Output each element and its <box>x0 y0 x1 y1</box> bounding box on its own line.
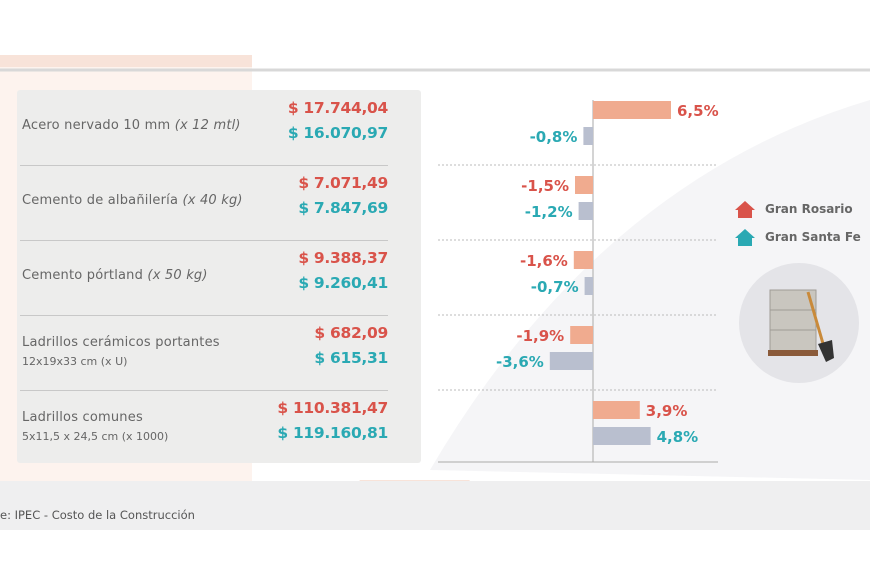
item-name: Ladrillos comunes <box>22 410 143 425</box>
bar-santafe <box>578 202 593 220</box>
house-icon <box>735 229 755 246</box>
rosario-price: $ 9.388,37 <box>298 249 388 267</box>
bar-label: -0,7% <box>531 278 579 296</box>
items-panel <box>17 90 421 463</box>
bar-label: -3,6% <box>496 353 544 371</box>
legend-label: Gran Santa Fe <box>765 230 861 244</box>
rosario-price: $ 682,09 <box>314 324 388 342</box>
row-divider <box>20 240 388 241</box>
rosario-price: $ 17.744,04 <box>287 99 388 117</box>
footer: e: IPEC - Costo de la Construcción <box>0 481 870 530</box>
legend-santafe: Gran Santa Fe <box>735 228 861 246</box>
bar-rosario <box>575 176 593 194</box>
bar-santafe <box>583 127 593 145</box>
bar-label: -1,9% <box>516 327 564 345</box>
bar-santafe <box>549 352 593 370</box>
item-name: Ladrillos cerámicos portantes <box>22 335 220 350</box>
bar-rosario <box>593 101 671 119</box>
item-size: 5x11,5 x 24,5 cm (x 1000) <box>22 430 169 443</box>
item-row: Ladrillos comunes 5x11,5 x 24,5 cm (x 10… <box>20 390 388 465</box>
santafe-price: $ 615,31 <box>314 349 388 367</box>
legend-label: Gran Rosario <box>765 202 853 216</box>
rosario-price: $ 110.381,47 <box>277 399 388 417</box>
bricks-shovel-icon <box>739 263 859 383</box>
item-row: Cemento pórtland (x 50 kg) $ 9.388,37 $ … <box>20 240 388 315</box>
bar-santafe <box>584 277 593 295</box>
item-size: 12x19x33 cm (x U) <box>22 355 128 368</box>
row-divider <box>20 390 388 391</box>
legend-rosario: Gran Rosario <box>735 200 853 218</box>
bar-label: -0,8% <box>530 128 578 146</box>
row-divider <box>20 315 388 316</box>
item-row: Acero nervado 10 mm (x 12 mtl) $ 17.744,… <box>20 90 388 165</box>
bar-label: 3,9% <box>646 402 688 420</box>
bar-rosario <box>570 326 593 344</box>
bar-label: -1,2% <box>525 203 573 221</box>
bar-santafe <box>593 427 651 445</box>
house-icon <box>735 201 755 218</box>
item-name: Cemento de albañilería (x 40 kg) <box>22 193 243 208</box>
santafe-price: $ 7.847,69 <box>298 199 388 217</box>
item-name: Cemento pórtland (x 50 kg) <box>22 268 208 283</box>
item-row: Ladrillos cerámicos portantes 12x19x33 c… <box>20 315 388 390</box>
rosario-price: $ 7.071,49 <box>298 174 388 192</box>
santafe-price: $ 119.160,81 <box>277 424 388 442</box>
santafe-price: $ 16.070,97 <box>287 124 388 142</box>
bar-label: -1,6% <box>520 252 568 270</box>
row-divider <box>20 165 388 166</box>
item-row: Cemento de albañilería (x 40 kg) $ 7.071… <box>20 165 388 240</box>
source-text: e: IPEC - Costo de la Construcción <box>0 508 195 522</box>
santafe-price: $ 9.260,41 <box>298 274 388 292</box>
bar-label: 6,5% <box>677 102 719 120</box>
bar-label: -1,5% <box>521 177 569 195</box>
bar-rosario <box>593 401 640 419</box>
item-name: Acero nervado 10 mm (x 12 mtl) <box>22 118 241 133</box>
bar-rosario <box>573 251 593 269</box>
bar-label: 4,8% <box>657 428 699 446</box>
